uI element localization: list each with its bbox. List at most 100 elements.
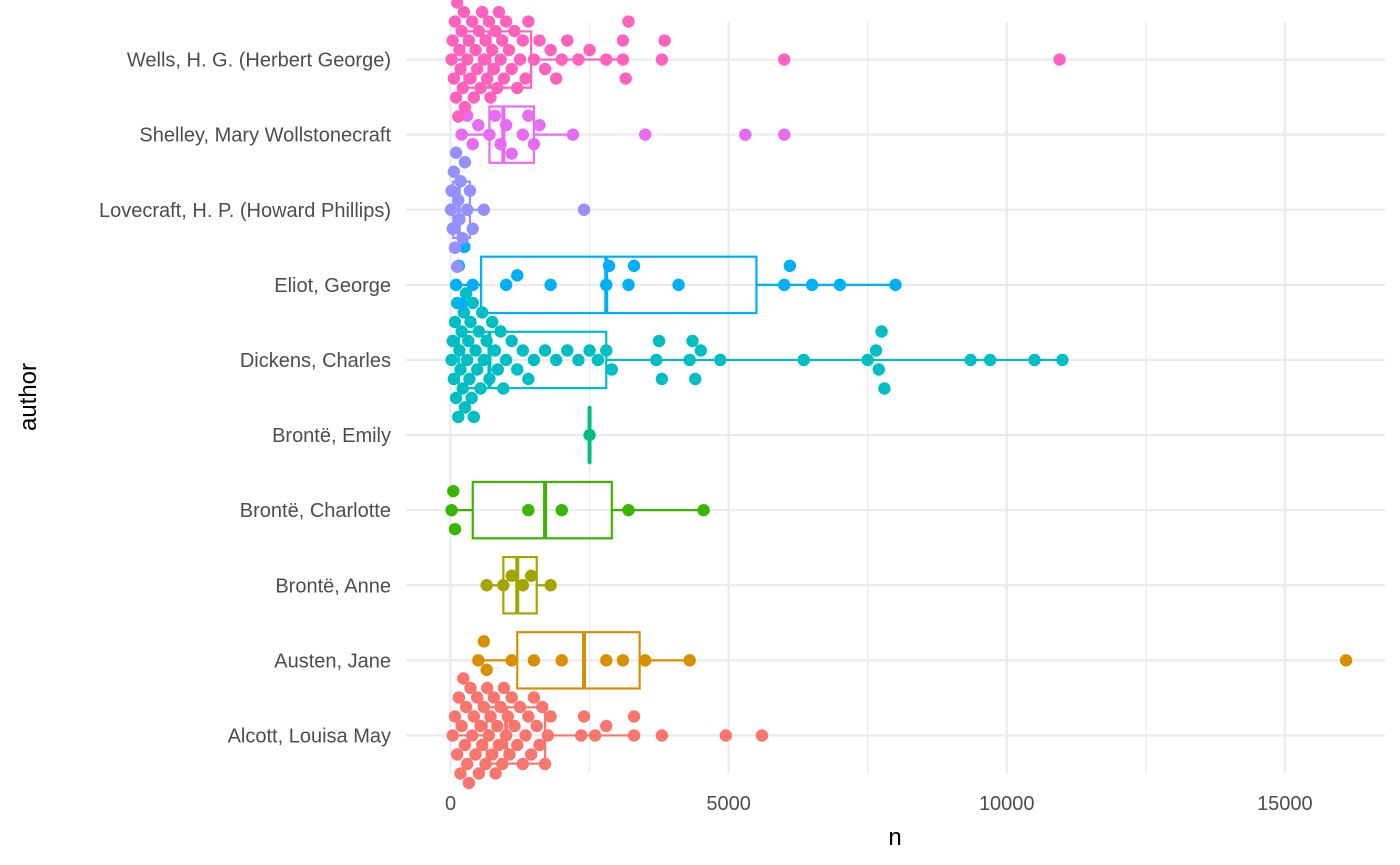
data-point xyxy=(499,15,513,28)
data-point xyxy=(783,259,797,273)
y-tick-labels: Alcott, Louisa May Austen, Jane Brontë, An… xyxy=(99,50,391,748)
data-point xyxy=(522,503,535,517)
data-point xyxy=(527,654,541,667)
data-point xyxy=(496,34,509,47)
data-point xyxy=(600,719,613,733)
data-point xyxy=(583,43,596,57)
data-point xyxy=(600,344,613,357)
y-tick-label: Shelley, Mary Wollstonecraft xyxy=(139,125,391,147)
data-point xyxy=(471,363,484,376)
data-point xyxy=(869,344,883,357)
data-point xyxy=(627,729,641,742)
data-point xyxy=(889,278,902,292)
data-point xyxy=(486,315,499,329)
data-point xyxy=(561,34,574,47)
data-point xyxy=(524,569,538,582)
data-point xyxy=(522,710,535,723)
data-point xyxy=(577,710,591,723)
data-point xyxy=(449,391,463,405)
data-point xyxy=(522,15,535,28)
data-point xyxy=(489,24,502,38)
data-point xyxy=(477,353,491,367)
data-point xyxy=(452,110,465,123)
data-point xyxy=(450,748,464,761)
data-point xyxy=(544,710,557,723)
y-axis-title: author xyxy=(15,363,42,431)
data-point xyxy=(455,24,468,38)
data-point xyxy=(544,579,557,592)
data-point xyxy=(487,62,501,76)
data-point xyxy=(516,757,530,771)
data-point xyxy=(497,681,511,695)
y-tick-label: Dickens, Charles xyxy=(240,350,391,372)
data-point xyxy=(446,729,459,742)
data-point xyxy=(494,137,507,151)
data-point xyxy=(638,128,652,141)
data-point xyxy=(491,363,504,376)
data-point xyxy=(466,278,479,292)
data-point xyxy=(444,203,458,216)
data-point xyxy=(460,203,474,216)
data-point xyxy=(452,194,465,207)
data-point xyxy=(538,344,552,357)
data-point xyxy=(778,53,791,66)
data-point xyxy=(600,53,613,66)
data-point xyxy=(489,767,502,780)
data-point xyxy=(616,34,630,47)
data-points xyxy=(444,0,1353,790)
data-point xyxy=(479,34,492,47)
data-point xyxy=(462,776,476,790)
data-point xyxy=(575,729,588,742)
data-point xyxy=(658,34,671,47)
data-point xyxy=(714,353,727,367)
data-point xyxy=(454,175,467,188)
data-point xyxy=(544,43,557,57)
data-point xyxy=(472,767,486,780)
data-point xyxy=(472,654,485,667)
data-point xyxy=(486,748,499,761)
data-point xyxy=(447,372,461,386)
data-point xyxy=(503,748,516,761)
data-point xyxy=(1053,53,1066,66)
data-point xyxy=(602,259,616,273)
data-point xyxy=(719,729,733,742)
data-point xyxy=(511,363,524,376)
data-point xyxy=(655,372,669,386)
data-point xyxy=(739,128,752,141)
data-point xyxy=(456,81,469,95)
data-point xyxy=(455,325,468,338)
data-point xyxy=(494,53,507,66)
x-tick-label: 0 xyxy=(445,793,456,815)
data-point xyxy=(453,344,466,357)
data-point xyxy=(499,353,513,367)
data-point xyxy=(458,156,472,169)
data-point xyxy=(519,729,532,742)
data-point xyxy=(477,53,491,66)
data-point xyxy=(505,62,518,76)
data-point xyxy=(455,719,468,733)
data-point xyxy=(505,569,518,582)
data-point xyxy=(964,353,977,367)
data-point xyxy=(505,654,518,667)
y-tick-label: Lovecraft, H. P. (Howard Phillips) xyxy=(99,200,391,222)
data-point xyxy=(484,91,497,104)
data-point xyxy=(655,53,669,66)
data-point xyxy=(497,579,510,592)
data-point xyxy=(686,334,699,348)
data-point xyxy=(513,700,527,714)
data-point xyxy=(448,15,462,28)
data-point xyxy=(527,53,541,66)
data-point xyxy=(983,353,997,367)
data-point xyxy=(549,72,563,85)
data-point xyxy=(622,278,635,292)
data-point xyxy=(483,372,496,386)
data-point xyxy=(481,681,494,695)
data-point xyxy=(683,654,696,667)
data-point xyxy=(627,259,641,273)
data-point xyxy=(449,278,463,292)
data-point xyxy=(480,579,493,592)
y-tick-label: Eliot, George xyxy=(274,275,391,297)
data-point xyxy=(533,738,546,752)
data-point xyxy=(533,118,546,132)
data-point xyxy=(457,672,470,685)
